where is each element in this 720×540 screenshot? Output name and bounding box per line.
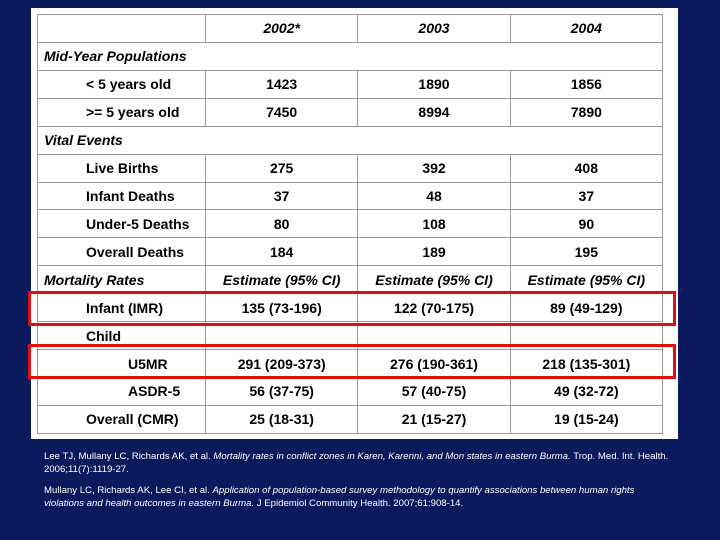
estimate-header: Estimate (95% CI) (204, 265, 359, 295)
cell-value: 37 (509, 181, 664, 211)
cell-value: 276 (190-361) (357, 349, 511, 378)
reference-source: Trop. Med. Int. Health. 2006;11(7):1119-… (44, 451, 669, 475)
estimate-header: Estimate (95% CI) (357, 265, 511, 295)
cell-empty (204, 321, 359, 351)
section-spacer (205, 125, 358, 155)
table-row: Live Births 275 392 408 (37, 153, 664, 183)
cell-value: 7450 (204, 97, 359, 127)
cell-value: 8994 (357, 97, 511, 127)
section-title-vital: Vital Events (37, 125, 206, 155)
section-row-mortality: Mortality Rates Estimate (95% CI) Estima… (37, 265, 664, 295)
row-label: < 5 years old (37, 69, 206, 99)
header-2004: 2004 (509, 14, 664, 43)
cell-value: 49 (32-72) (509, 376, 664, 406)
cell-value: 392 (357, 153, 511, 183)
row-label: Infant (IMR) (37, 293, 206, 323)
header-2003: 2003 (357, 14, 511, 43)
cell-value: 1856 (509, 69, 664, 99)
reference-source: J Epidemiol Community Health. 2007;61:90… (256, 498, 464, 509)
table-row: Overall Deaths 184 189 195 (37, 237, 664, 267)
cell-value: 19 (15-24) (509, 404, 664, 435)
mortality-table: 2002* 2003 2004 Mid-Year Populations < 5… (37, 14, 664, 435)
table-row: >= 5 years old 7450 8994 7890 (37, 97, 664, 127)
cell-value: 48 (357, 181, 511, 211)
cell-empty (357, 321, 511, 351)
section-spacer (357, 41, 511, 71)
cell-value: 135 (73-196) (204, 293, 359, 323)
reference-2: Mullany LC, Richards AK, Lee CI, et al. … (44, 484, 674, 510)
section-spacer (510, 41, 664, 71)
cell-value: 108 (357, 209, 511, 239)
reference-authors: Mullany LC, Richards AK, Lee CI, et al. (44, 485, 210, 496)
table-row: Under-5 Deaths 80 108 90 (37, 209, 664, 239)
cell-value: 37 (204, 181, 359, 211)
cell-value: 195 (509, 237, 664, 267)
cell-value: 408 (509, 153, 664, 183)
table-row: < 5 years old 1423 1890 1856 (37, 69, 664, 99)
cell-empty (509, 321, 664, 351)
cell-value: 1890 (357, 69, 511, 99)
table-row-imr: Infant (IMR) 135 (73-196) 122 (70-175) 8… (37, 293, 664, 323)
cell-value: 57 (40-75) (357, 376, 511, 406)
header-empty (37, 14, 206, 43)
cell-value: 275 (204, 153, 359, 183)
reference-1: Lee TJ, Mullany LC, Richards AK, et al. … (44, 450, 674, 476)
cell-value: 80 (204, 209, 359, 239)
row-label: Under-5 Deaths (37, 209, 206, 239)
estimate-header: Estimate (95% CI) (509, 265, 664, 295)
cell-value: 189 (357, 237, 511, 267)
cell-value: 25 (18-31) (204, 404, 359, 435)
cell-value: 218 (135-301) (509, 349, 664, 378)
reference-title: Application of population-based survey m… (44, 485, 635, 509)
reference-authors: Lee TJ, Mullany LC, Richards AK, et al. (44, 451, 211, 462)
cell-value: 291 (209-373) (204, 349, 359, 378)
cell-value: 122 (70-175) (357, 293, 511, 323)
cell-value: 90 (509, 209, 664, 239)
table-row: Infant Deaths 37 48 37 (37, 181, 664, 211)
references: Lee TJ, Mullany LC, Richards AK, et al. … (44, 450, 674, 518)
row-label: Overall Deaths (37, 237, 206, 267)
header-2002: 2002* (204, 14, 359, 43)
row-label: Infant Deaths (37, 181, 206, 211)
table-row-cmr: Overall (CMR) 25 (18-31) 21 (15-27) 19 (… (37, 404, 664, 435)
cell-value: 89 (49-129) (509, 293, 664, 323)
cell-value: 1423 (204, 69, 359, 99)
reference-title: Mortality rates in conflict zones in Kar… (213, 451, 571, 462)
cell-value: 21 (15-27) (357, 404, 511, 435)
table-row-asdr5: ASDR-5 56 (37-75) 57 (40-75) 49 (32-72) (37, 376, 664, 406)
table-header-row: 2002* 2003 2004 (37, 14, 664, 43)
row-label: ASDR-5 (37, 376, 206, 406)
table-row-child: Child (37, 321, 664, 351)
row-label: U5MR (37, 349, 206, 378)
section-title-populations: Mid-Year Populations (37, 41, 206, 71)
row-label: >= 5 years old (37, 97, 206, 127)
row-label: Child (37, 321, 206, 351)
section-title-mortality: Mortality Rates (37, 265, 206, 295)
section-row-vital: Vital Events (37, 125, 664, 155)
section-spacer (357, 125, 511, 155)
section-spacer (205, 41, 358, 71)
row-label: Live Births (37, 153, 206, 183)
section-row-populations: Mid-Year Populations (37, 41, 664, 71)
cell-value: 56 (37-75) (204, 376, 359, 406)
row-label: Overall (CMR) (37, 404, 206, 435)
table-row-u5mr: U5MR 291 (209-373) 276 (190-361) 218 (13… (37, 349, 664, 378)
cell-value: 7890 (509, 97, 664, 127)
section-spacer (510, 125, 664, 155)
cell-value: 184 (204, 237, 359, 267)
